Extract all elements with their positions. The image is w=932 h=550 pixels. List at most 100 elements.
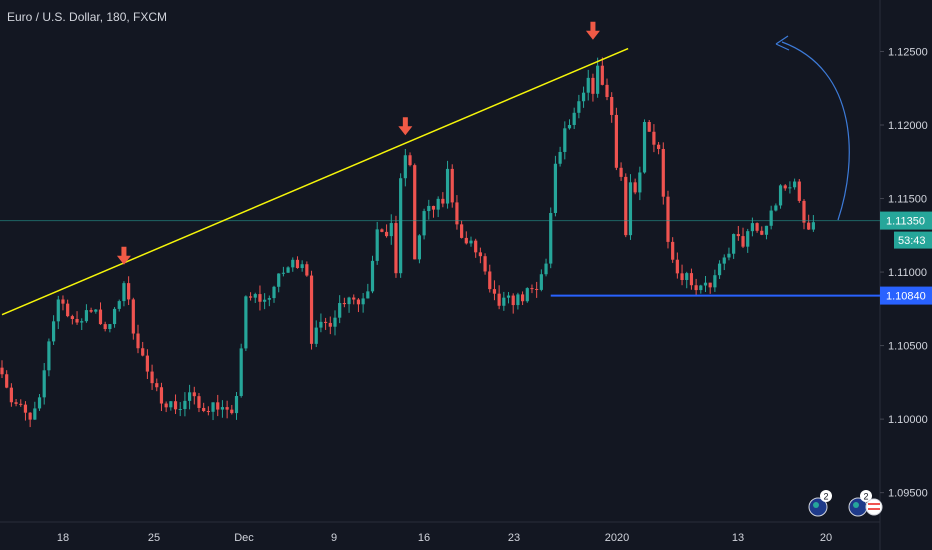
candle-body	[295, 259, 300, 269]
candle-body	[366, 291, 370, 299]
candle-body	[535, 288, 539, 290]
candle-body	[281, 272, 285, 274]
candle-body	[657, 144, 661, 149]
candle-body	[553, 163, 558, 213]
candle-body	[127, 283, 131, 300]
event-count: 2	[863, 492, 868, 502]
globe-icon	[853, 502, 859, 508]
candle-body	[347, 297, 351, 305]
candle-body	[277, 273, 281, 287]
last-price-tag-label: 1.11350	[886, 216, 925, 228]
candle-body	[291, 259, 295, 268]
candle-body	[647, 122, 651, 132]
candle-body	[408, 155, 412, 166]
candle-body	[628, 182, 633, 236]
y-tick-label: 1.10000	[888, 414, 928, 426]
candle-body	[455, 202, 459, 225]
candle-body	[741, 236, 745, 247]
candle-body	[183, 400, 187, 410]
candle-body	[244, 296, 248, 349]
candle-body	[619, 167, 623, 177]
candle-body	[9, 387, 13, 403]
candle-body	[469, 240, 473, 244]
candle-body	[314, 327, 318, 344]
candle-body	[694, 285, 698, 291]
symbol-title: Euro / U.S. Dollar, 180, FXCM	[7, 10, 168, 24]
candle-body	[51, 321, 56, 342]
support-tag-label: 1.10840	[886, 291, 926, 303]
x-tick-label: 25	[148, 532, 160, 544]
candle-body	[108, 324, 112, 330]
drawings	[0, 21, 880, 316]
candle-body	[370, 260, 375, 292]
candle-body	[399, 178, 403, 274]
candle-body	[591, 77, 595, 94]
candle-body	[652, 131, 656, 145]
candle-body	[361, 298, 365, 305]
candle-body	[558, 151, 562, 164]
candle-body	[23, 404, 28, 413]
candle-body	[502, 297, 506, 306]
candle-body	[117, 301, 121, 309]
candle-body	[699, 285, 703, 291]
candle-body	[234, 395, 239, 414]
candle-body	[131, 299, 135, 334]
event-count-badge	[860, 490, 872, 502]
axis-corner[interactable]	[881, 523, 932, 550]
candle-body	[638, 172, 642, 193]
candle-body	[708, 282, 712, 288]
x-tick-label: 9	[331, 532, 337, 544]
price-tags: 1.11350 53:43 1.10840	[880, 211, 932, 305]
us-flag-icon	[865, 498, 883, 516]
candle-body	[61, 299, 65, 304]
candle-body	[413, 165, 417, 260]
y-tick-label: 1.12500	[888, 46, 928, 58]
candle-body	[774, 205, 778, 211]
event-count: 2	[823, 492, 828, 502]
candle-body	[431, 205, 436, 210]
candle-body	[333, 317, 337, 327]
candle-body	[178, 409, 182, 411]
candle-body	[769, 210, 773, 226]
candle-body	[356, 299, 361, 305]
candle-body	[338, 303, 342, 318]
candle-body	[600, 65, 604, 85]
time-axis[interactable]: 18 25 Dec 9 16 23 2020 13 20	[57, 523, 932, 550]
candle-body	[492, 289, 497, 294]
candle-body	[0, 367, 4, 375]
candle-body	[506, 295, 511, 298]
candle-body	[216, 402, 220, 410]
event-marker-us[interactable]	[865, 498, 883, 516]
candle-body	[239, 348, 243, 396]
candle-body	[225, 407, 229, 410]
candle-body	[539, 274, 543, 290]
candle-body	[220, 407, 225, 410]
candle-body	[661, 148, 665, 197]
candle-body	[42, 370, 46, 398]
y-tick-label: 1.10500	[888, 341, 928, 353]
support-tag-bg	[880, 286, 932, 305]
candle-body	[488, 271, 492, 290]
price-axis[interactable]: 1.09500 1.10000 1.10500 1.11000 1.11500 1.120…	[880, 46, 928, 500]
event-marker-1[interactable]: 2	[808, 490, 832, 517]
candles	[0, 57, 815, 428]
candle-body	[778, 185, 783, 206]
down-arrow-marker	[116, 246, 131, 265]
candle-body	[28, 412, 32, 420]
candle-body	[324, 321, 328, 323]
candle-body	[746, 231, 750, 247]
candle-body	[75, 319, 79, 323]
candle-body	[422, 211, 426, 236]
candle-body	[80, 321, 84, 323]
candle-body	[666, 196, 670, 242]
candle-body	[460, 224, 464, 238]
x-tick-label: 13	[732, 532, 744, 544]
down-arrow-marker	[585, 21, 600, 40]
candle-body	[136, 333, 140, 349]
grid	[0, 0, 881, 550]
candle-body	[230, 409, 234, 414]
y-tick-label: 1.12000	[888, 120, 928, 132]
candle-body	[375, 229, 379, 261]
